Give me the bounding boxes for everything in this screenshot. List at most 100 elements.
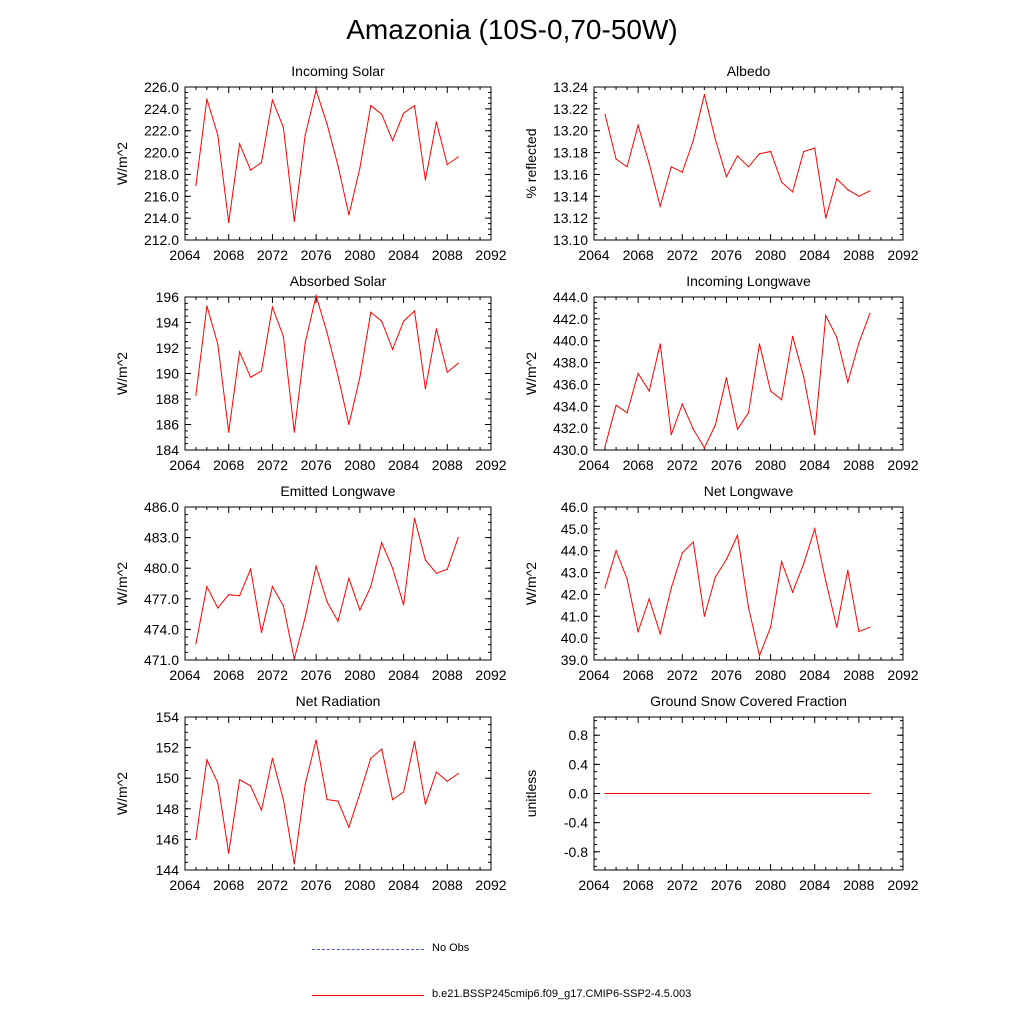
x-tick-label: 2088	[843, 877, 874, 893]
x-tick-label: 2092	[887, 667, 918, 683]
y-tick-label: 486.0	[144, 499, 179, 515]
y-tick-label: 144	[156, 862, 180, 878]
data-point	[228, 431, 230, 433]
data-point	[604, 113, 606, 115]
y-tick-label: 13.22	[553, 101, 588, 117]
series-line-0	[195, 88, 459, 223]
x-tick-label: 2076	[711, 247, 742, 263]
data-point	[659, 792, 661, 795]
data-point	[206, 98, 208, 100]
data-point	[304, 342, 306, 344]
plot-frame	[184, 86, 492, 241]
data-point	[736, 428, 739, 430]
data-point	[648, 390, 650, 392]
y-tick-label: 477.0	[144, 591, 179, 607]
y-tick-label: 483.0	[144, 530, 179, 546]
x-tick-label: 2080	[755, 457, 786, 473]
data-point	[446, 780, 448, 782]
data-point	[825, 580, 827, 582]
data-point	[381, 113, 383, 115]
data-point	[781, 181, 783, 183]
data-point	[725, 377, 728, 379]
series-line-0	[195, 293, 459, 433]
data-point	[858, 630, 860, 633]
y-tick-label: 471.0	[144, 652, 179, 668]
x-tick-label: 2092	[887, 247, 918, 263]
data-point	[792, 335, 794, 337]
x-tick-label: 2088	[432, 877, 463, 893]
series-line-0	[604, 313, 871, 449]
x-tick-label: 2068	[213, 247, 244, 263]
data-point	[781, 399, 783, 401]
data-point	[293, 863, 295, 865]
data-point	[315, 739, 317, 741]
y-tick-label: -0.4	[564, 815, 588, 831]
data-point	[869, 792, 871, 795]
chart-title: Emitted Longwave	[280, 483, 395, 499]
y-tick-label: 44.0	[561, 543, 588, 559]
data-point	[413, 517, 416, 519]
data-point	[282, 605, 284, 607]
y-axis-label: % reflected	[523, 128, 539, 198]
data-point	[814, 147, 816, 149]
data-point	[260, 809, 263, 811]
data-point	[659, 343, 661, 345]
x-tick-label: 2084	[388, 247, 419, 263]
data-point	[681, 171, 683, 173]
y-tick-label: 46.0	[561, 499, 588, 515]
y-tick-label: 480.0	[144, 560, 179, 576]
data-point	[825, 792, 827, 795]
data-point	[692, 541, 694, 543]
x-tick-label: 2088	[843, 667, 874, 683]
x-tick-label: 2072	[667, 247, 698, 263]
data-point	[315, 565, 317, 567]
plot-frame	[184, 506, 492, 661]
data-point	[348, 423, 350, 426]
y-tick-label: 212.0	[144, 232, 179, 248]
data-point	[282, 799, 284, 801]
chart-panel-4: Emitted Longwave 2064 2068 2072 2076 2080 2084…	[114, 483, 507, 683]
data-point	[858, 792, 860, 795]
data-point	[413, 104, 416, 107]
data-point	[315, 295, 317, 297]
x-tick-label: 2072	[257, 247, 288, 263]
data-point	[359, 376, 361, 378]
data-point	[446, 568, 448, 570]
data-point	[195, 184, 197, 186]
data-point	[637, 792, 639, 795]
data-point	[326, 332, 328, 334]
y-tick-label: 432.0	[553, 420, 588, 436]
data-point	[304, 616, 306, 618]
plot-frame	[184, 716, 492, 871]
data-point	[413, 310, 416, 312]
plot-frame	[593, 86, 904, 241]
data-point	[392, 799, 394, 801]
y-tick-label: 0.4	[569, 756, 589, 772]
data-point	[206, 585, 208, 588]
data-point	[293, 220, 295, 223]
data-point	[402, 112, 405, 114]
x-tick-label: 2092	[475, 877, 506, 893]
legend-model: b.e21.BSSP245cmip6.f09_g17.CMIP6-SSP2-4.…	[0, 986, 1024, 1006]
x-tick-label: 2084	[799, 247, 830, 263]
legend-obs-line	[312, 949, 424, 950]
data-point	[637, 372, 639, 375]
data-point	[659, 205, 661, 207]
y-tick-label: 444.0	[553, 289, 588, 305]
data-point	[228, 852, 230, 854]
y-tick-label: 40.0	[561, 630, 588, 646]
data-point	[714, 138, 716, 141]
y-tick-label: 438.0	[553, 355, 588, 371]
data-point	[703, 447, 705, 449]
y-tick-label: 13.14	[553, 188, 588, 204]
data-point	[681, 403, 683, 405]
x-tick-label: 2064	[169, 457, 200, 473]
x-tick-label: 2064	[578, 457, 609, 473]
data-point	[858, 195, 860, 197]
data-point	[402, 791, 405, 793]
x-tick-label: 2092	[887, 457, 918, 473]
data-point	[326, 601, 328, 603]
data-point	[803, 376, 805, 378]
data-point	[260, 631, 263, 634]
data-point	[626, 792, 628, 795]
